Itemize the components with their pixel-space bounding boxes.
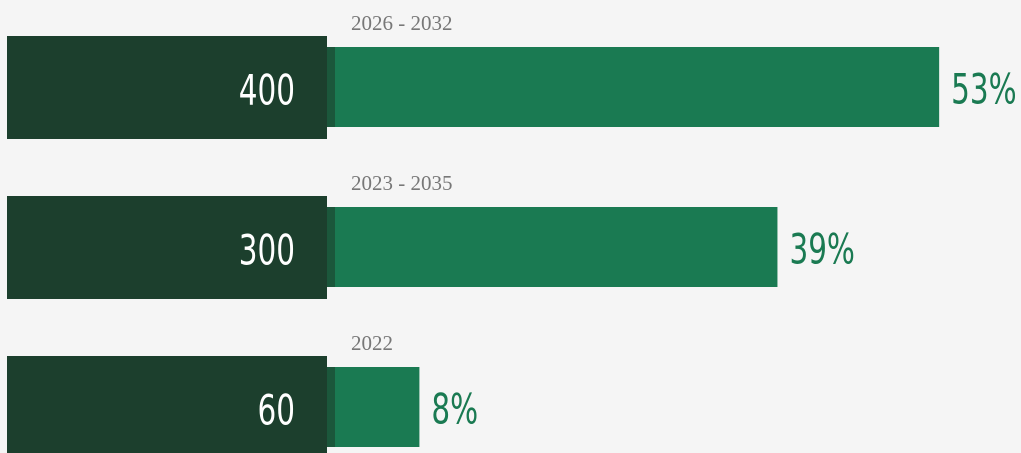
- count-box: [7, 356, 327, 453]
- count-box: [7, 196, 327, 299]
- category-label: 2022: [351, 331, 393, 355]
- category-label: 2023 - 2035: [351, 171, 453, 195]
- bar: [327, 47, 940, 127]
- bar-edge: [327, 367, 335, 447]
- bar-edge: [327, 47, 335, 127]
- value-label: 53%: [951, 65, 1016, 114]
- bar: [327, 367, 420, 447]
- value-label: 39%: [789, 225, 854, 274]
- count-label: 400: [239, 66, 295, 115]
- category-label: 2026 - 2032: [351, 11, 453, 35]
- bar: [327, 207, 778, 287]
- count-label: 60: [258, 386, 295, 435]
- value-label: 8%: [431, 385, 478, 434]
- count-label: 300: [239, 226, 295, 275]
- bar-edge: [327, 207, 335, 287]
- count-box: [7, 36, 327, 139]
